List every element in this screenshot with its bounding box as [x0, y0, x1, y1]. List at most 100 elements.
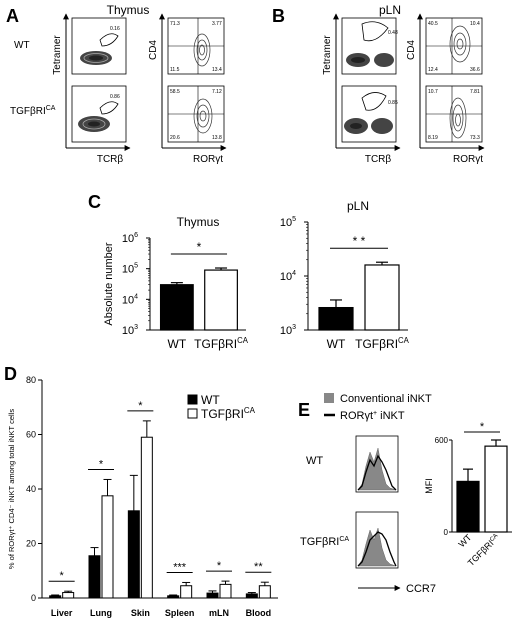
svg-text:7.81: 7.81	[470, 89, 480, 95]
bar-tgf	[204, 269, 238, 331]
x-tick-label: Skin	[131, 608, 150, 618]
bar-mln-tgf	[219, 583, 232, 599]
significance-marker: *	[480, 421, 485, 433]
chart-c-thymus: 103 104 105 106 WT TGFβRICA * Thymus Absolute nu…	[103, 215, 249, 351]
legend-label: WT	[201, 393, 220, 407]
y-tick-label: 20	[26, 539, 36, 549]
panel-a-x-label-1: TCRβ	[97, 154, 124, 165]
x-tick-label: mLN	[209, 608, 229, 618]
legend-rorgt: RORγt+ iNKT	[340, 410, 405, 422]
legend-conventional: Conventional iNKT	[340, 393, 432, 405]
svg-text:73.3: 73.3	[470, 135, 480, 141]
y-tick-label: 105	[280, 216, 296, 229]
y-tick-label: 104	[280, 270, 296, 283]
svg-text:12.4: 12.4	[428, 67, 438, 73]
y-tick-label: 0	[444, 528, 449, 537]
svg-text:11.5: 11.5	[170, 67, 180, 73]
bar-tgf	[484, 445, 508, 533]
flow-plot-a-1: 0.16	[71, 17, 127, 75]
y-tick-label: 60	[26, 430, 36, 440]
svg-text:0.16: 0.16	[110, 26, 120, 32]
svg-text:3.77: 3.77	[212, 21, 222, 27]
bar-wt	[456, 480, 480, 533]
bar-spleen-wt	[167, 595, 180, 599]
svg-text:36.6: 36.6	[470, 67, 480, 73]
svg-text:7.12: 7.12	[212, 89, 222, 95]
y-axis-label: Absolute number	[103, 242, 115, 325]
y-tick-label: 600	[435, 436, 449, 445]
legend-swatch	[187, 394, 198, 405]
y-tick-label: 103	[122, 324, 138, 337]
svg-text:58.5: 58.5	[170, 89, 180, 95]
svg-text:0.48: 0.48	[388, 30, 398, 36]
flow-plot-a-2: 0.86	[71, 85, 127, 143]
svg-text:13.4: 13.4	[212, 67, 222, 73]
bar-mln-wt	[206, 592, 219, 599]
bar-spleen-tgf	[180, 585, 193, 599]
flow-plot-a-3: 71.3 3.77 11.5 13.4	[167, 17, 225, 75]
y-tick-label: 80	[26, 375, 36, 385]
svg-text:0.86: 0.86	[110, 94, 120, 100]
panel-a-title: Thymus	[107, 3, 150, 17]
flow-plot-a-4: 58.5 7.12 20.6 13.8	[167, 85, 225, 143]
panel-letter-b: B	[272, 6, 285, 26]
panel-a-row-tgf: TGFβRICA	[10, 105, 56, 117]
svg-text:40.5: 40.5	[428, 21, 438, 27]
panel-a-y-label-1: Tetramer	[52, 35, 63, 75]
bar-liver-tgf	[62, 592, 75, 599]
bar-tgf	[364, 264, 400, 331]
bar-wt	[159, 284, 194, 331]
significance-marker: **	[254, 561, 263, 573]
bar-skin-tgf	[140, 436, 153, 599]
flow-plot-b-4: 10.7 7.81 8.19 73.3	[425, 85, 483, 143]
panel-e-row-tgf: TGFβRICA	[300, 536, 349, 548]
x-tick-label: WT	[456, 532, 473, 549]
bar-liver-wt	[49, 595, 62, 599]
ccr7-label: CCR7	[406, 583, 436, 595]
significance-marker: *	[60, 570, 65, 582]
panel-b: B pLN Tetramer CD4 TCRβ RORγt 0.48 0.85	[272, 3, 485, 165]
histogram-tgf	[355, 511, 399, 569]
svg-text:10.4: 10.4	[470, 21, 480, 27]
histogram-wt	[355, 435, 399, 493]
panel-b-x-label-1: TCRβ	[365, 154, 392, 165]
chart-c-pln: 103 104 105 WT TGFβRICA * * pLN	[280, 199, 410, 351]
y-tick-label: 0	[31, 593, 36, 603]
y-tick-label: 105	[122, 263, 138, 276]
panel-letter-a: A	[6, 6, 19, 26]
x-tick-label: Lung	[90, 608, 112, 618]
svg-text:8.19: 8.19	[428, 135, 438, 141]
flow-plot-b-2: 0.85	[341, 85, 398, 143]
y-tick-label: 103	[280, 324, 296, 337]
panel-e-row-wt: WT	[306, 455, 323, 467]
chart-d: 0 20 40 60 80 % of RORγt⁺ CD4⁻ iNKT among tot…	[7, 375, 278, 618]
y-axis-label: MFI	[424, 478, 434, 494]
x-tick-label: Blood	[246, 608, 272, 618]
svg-text:10.7: 10.7	[428, 89, 438, 95]
panel-b-title: pLN	[379, 3, 401, 17]
significance-marker: * *	[353, 234, 366, 248]
panel-letter-d: D	[4, 364, 17, 384]
x-tick-label: TGFβRICA	[355, 336, 410, 351]
panel-a-x-label-2: RORγt	[193, 154, 223, 165]
significance-marker: *	[197, 240, 202, 254]
significance-marker: *	[217, 560, 222, 572]
y-tick-label: 106	[122, 232, 138, 245]
legend-swatch	[187, 408, 198, 419]
y-tick-label: 40	[26, 484, 36, 494]
y-tick-label: 104	[122, 293, 138, 306]
panel-b-y-label-1: Tetramer	[322, 35, 333, 75]
significance-marker: *	[99, 458, 104, 470]
significance-marker: *	[138, 400, 143, 412]
panel-a: A Thymus WT TGFβRICA Tetramer CD4 TCRβ R…	[6, 3, 227, 165]
svg-text:0.85: 0.85	[388, 100, 398, 106]
bar-wt	[318, 306, 354, 331]
bar-blood-wt	[245, 593, 258, 599]
chart-title: Thymus	[177, 215, 220, 229]
svg-text:71.3: 71.3	[170, 21, 180, 27]
y-axis-label: % of RORγt⁺ CD4⁻ iNKT among total iNKT c…	[7, 409, 16, 569]
svg-text:13.8: 13.8	[212, 135, 222, 141]
bar-lung-wt	[88, 555, 101, 599]
